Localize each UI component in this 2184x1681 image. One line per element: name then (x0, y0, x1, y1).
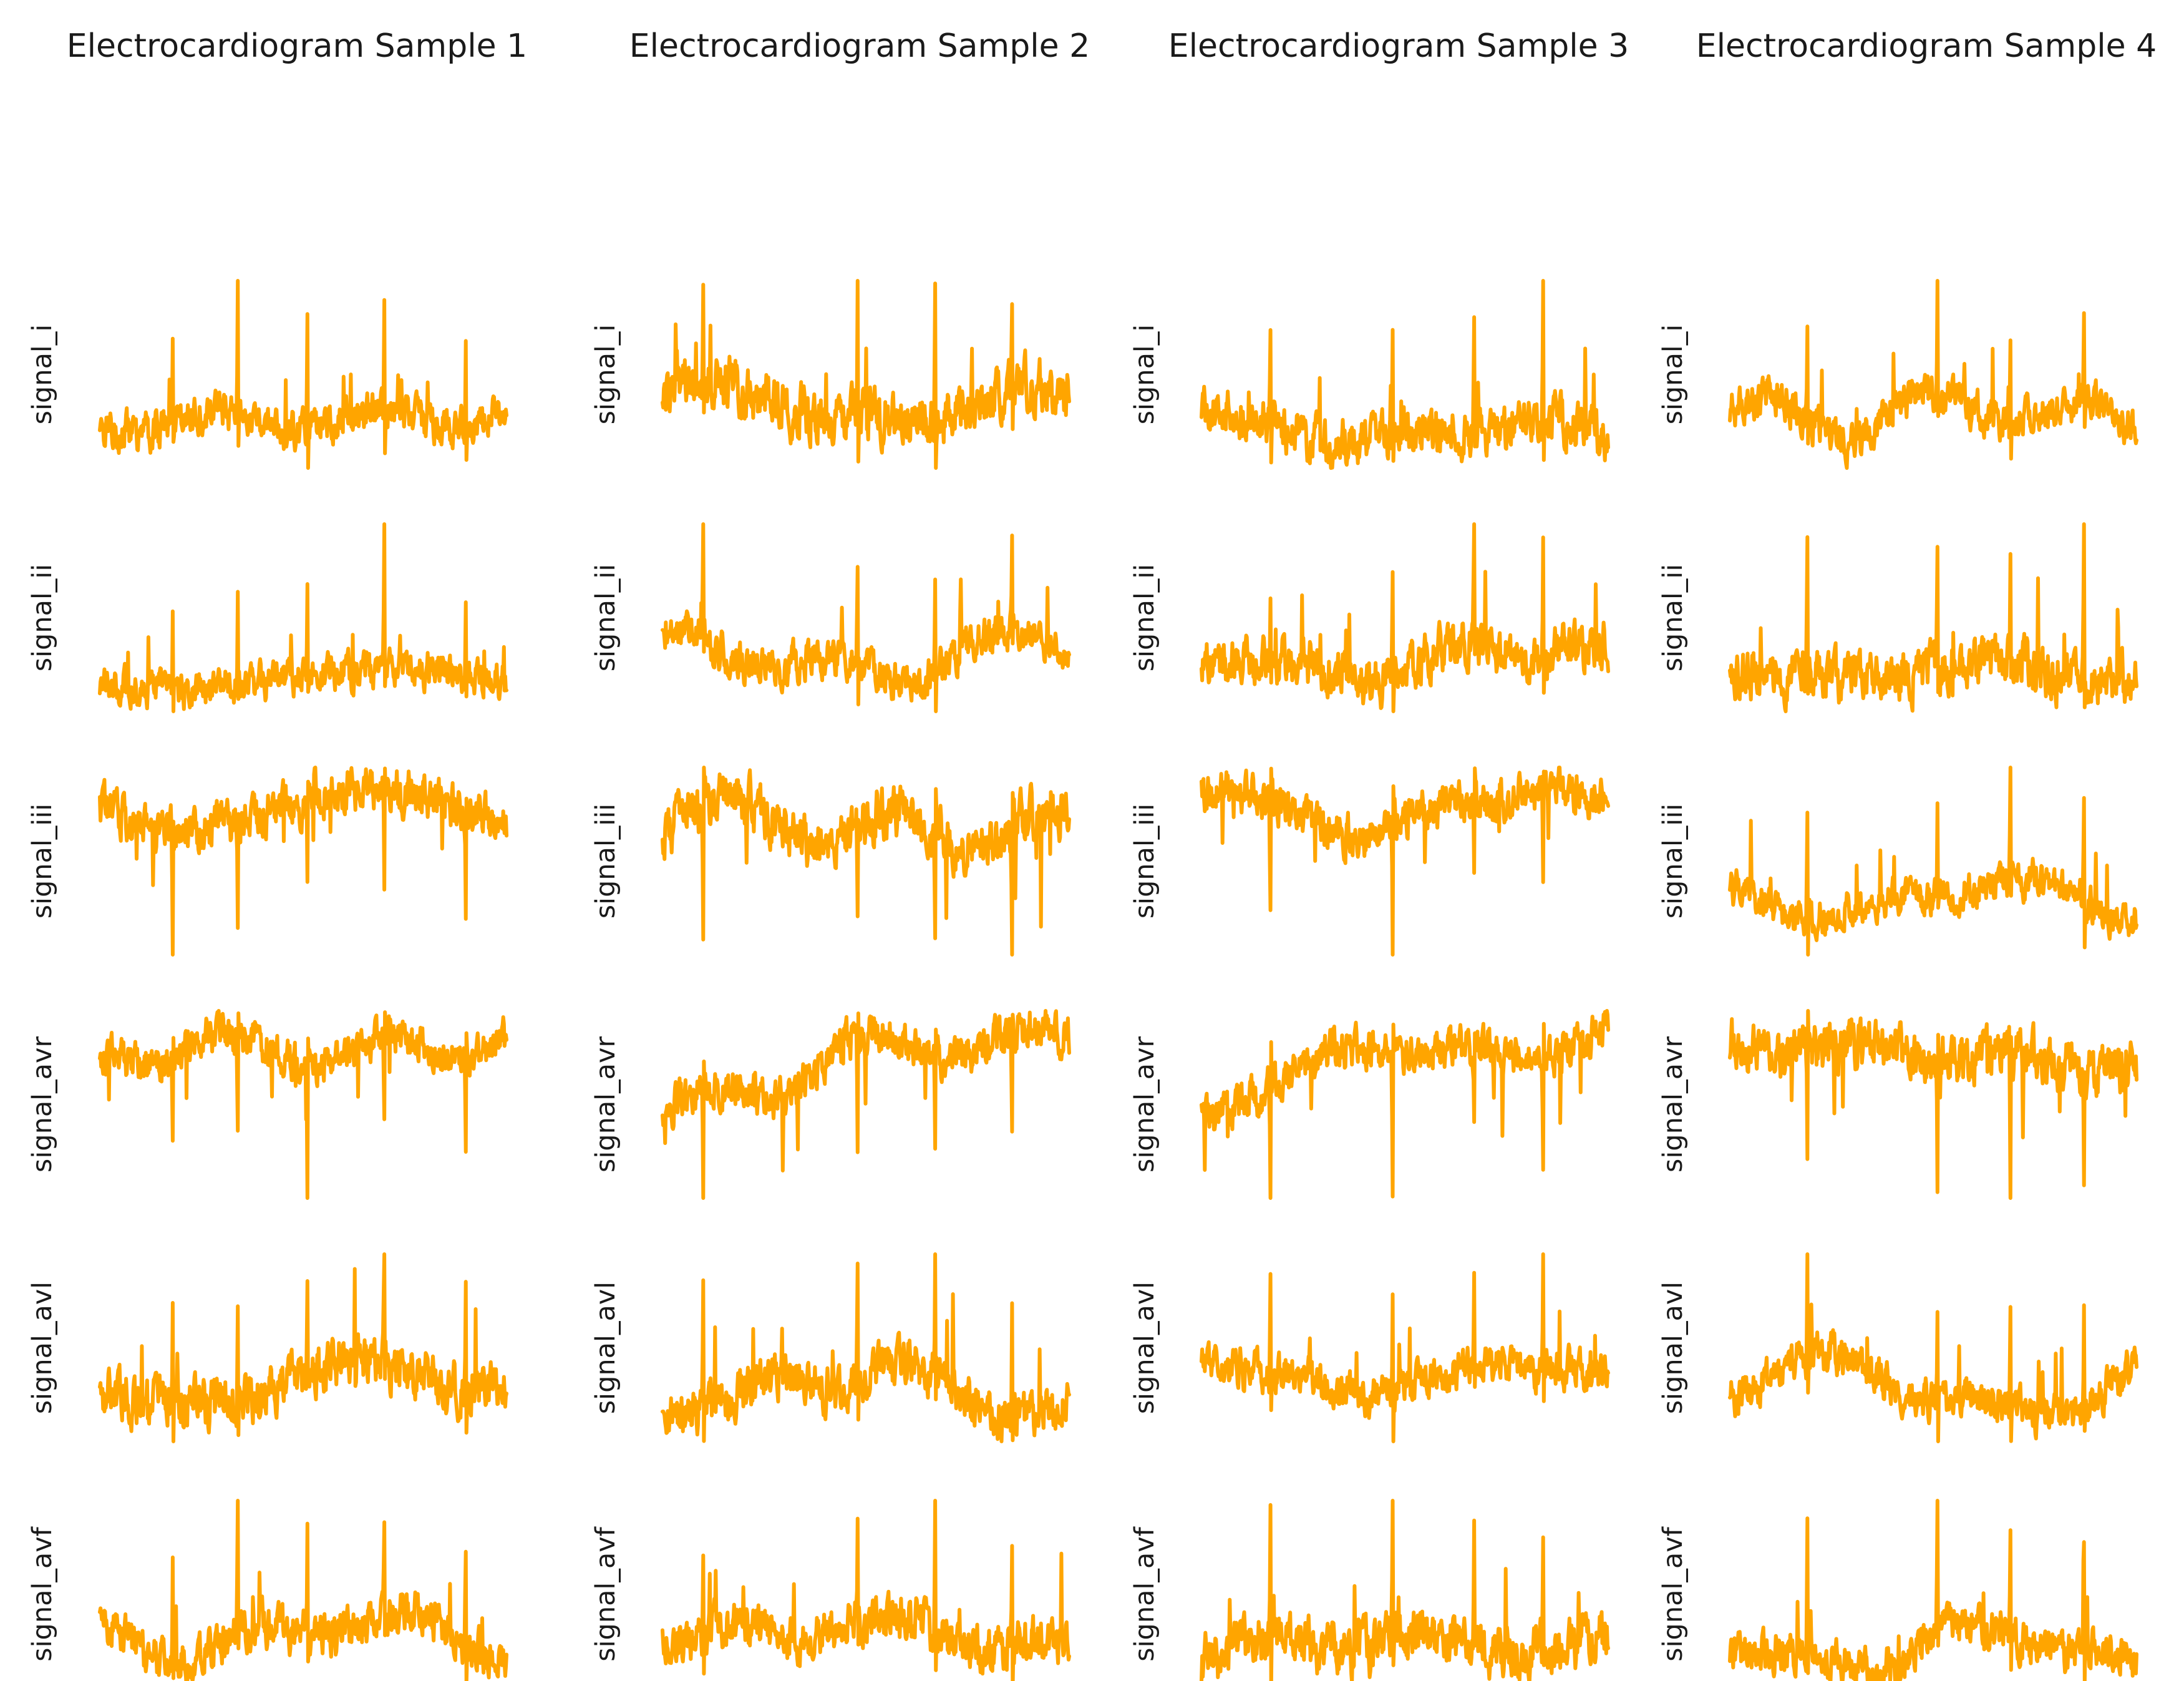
trace-signal_avr-sample-1 (98, 1009, 508, 1200)
row-label-signal_avr: signal_avr (27, 1036, 58, 1172)
trace-signal_avl-sample-2 (661, 1252, 1071, 1443)
column-titles: Electrocardiogram Sample 1 Electrocardio… (67, 27, 2157, 65)
trace-signal_avr-sample-2 (661, 1009, 1071, 1200)
row-label-signal_iii: signal_iii (27, 804, 58, 919)
trace-signal_iii-sample-2 (661, 766, 1071, 957)
row-label-signal_i: signal_i (1657, 324, 1689, 425)
row-label-signal_iii: signal_iii (1129, 804, 1160, 919)
trace-signal_avf-sample-1 (98, 1499, 508, 1681)
trace-signal_i-sample-3 (1200, 279, 1610, 470)
row-label-signal_avf: signal_avf (590, 1526, 621, 1661)
row-label-signal_ii: signal_ii (590, 564, 621, 672)
trace-signal_ii-sample-4 (1728, 522, 2138, 713)
trace-signal_iii-sample-1 (98, 766, 508, 957)
row-label-signal_avl: signal_avl (1657, 1282, 1689, 1414)
column-title-2: Electrocardiogram Sample 2 (629, 27, 1090, 65)
row-label-signal_ii: signal_ii (1129, 564, 1160, 672)
row-label-signal_avl: signal_avl (1129, 1282, 1160, 1414)
row-label-signal_avr: signal_avr (1129, 1036, 1160, 1172)
trace-signal_iii-sample-3 (1200, 766, 1610, 957)
row-label-signal_avr: signal_avr (590, 1036, 621, 1172)
trace-signal_ii-sample-3 (1200, 522, 1610, 713)
row-label-signal_avl: signal_avl (590, 1282, 621, 1414)
row-label-signal_avf: signal_avf (1657, 1526, 1689, 1661)
row-label-signal_avf: signal_avf (1129, 1526, 1160, 1661)
column-title-3: Electrocardiogram Sample 3 (1168, 27, 1629, 65)
trace-signal_avl-sample-3 (1200, 1252, 1610, 1443)
row-label-signal_iii: signal_iii (590, 804, 621, 919)
row-label-signal_ii: signal_ii (1657, 564, 1689, 672)
row-label-signal_avl: signal_avl (27, 1282, 58, 1414)
trace-signal_avr-sample-4 (1728, 1009, 2138, 1200)
trace-signal_i-sample-4 (1728, 279, 2138, 470)
row-label-signal_i: signal_i (1129, 324, 1160, 425)
trace-signal_ii-sample-1 (98, 522, 508, 713)
trace-signal_avl-sample-1 (98, 1252, 508, 1443)
trace-signal_avf-sample-2 (661, 1499, 1071, 1681)
row-label-signal_iii: signal_iii (1657, 804, 1689, 919)
trace-signal_avr-sample-3 (1200, 1009, 1610, 1200)
trace-signal_i-sample-2 (661, 279, 1071, 470)
trace-signal_avf-sample-3 (1200, 1499, 1610, 1681)
trace-signal_ii-sample-2 (661, 522, 1071, 713)
trace-signal_avf-sample-4 (1728, 1499, 2138, 1681)
row-label-signal_ii: signal_ii (27, 564, 58, 672)
row-label-signal_avr: signal_avr (1657, 1036, 1689, 1172)
column-title-4: Electrocardiogram Sample 4 (1696, 27, 2157, 65)
trace-signal_iii-sample-4 (1728, 766, 2138, 957)
trace-signal_i-sample-1 (98, 279, 508, 470)
row-label-signal_i: signal_i (27, 324, 58, 425)
row-label-signal_i: signal_i (590, 324, 621, 425)
column-title-1: Electrocardiogram Sample 1 (67, 27, 528, 65)
row-label-signal_avf: signal_avf (27, 1526, 58, 1661)
panel-grid: signal_isignal_iisignal_iiisignal_avrsig… (27, 279, 2138, 1681)
trace-signal_avl-sample-4 (1728, 1252, 2138, 1443)
